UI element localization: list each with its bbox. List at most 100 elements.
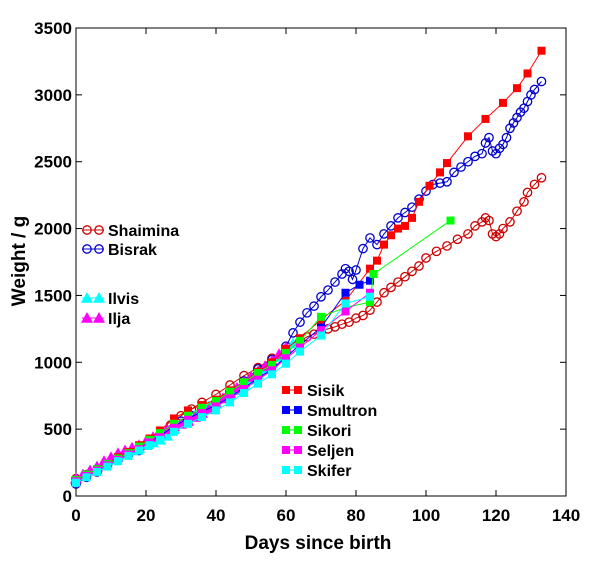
data-point-sikori <box>226 387 234 396</box>
legend-item-smultron: Smultron <box>282 403 377 420</box>
data-point-sisik <box>537 46 546 55</box>
x-axis-title: Days since birth <box>245 533 392 554</box>
data-point-skifer <box>212 406 220 415</box>
legend-marker-skifer <box>282 466 290 474</box>
data-point-shaimina <box>431 246 442 257</box>
data-point-bisrak <box>351 265 361 275</box>
legend-marker-shaimina <box>94 225 104 235</box>
data-point-skifer <box>135 446 143 455</box>
data-point-sisik <box>380 240 388 249</box>
legend-marker-sikori <box>294 426 302 434</box>
legend-item-sikori: Sikori <box>282 423 351 440</box>
data-point-seljen <box>282 354 290 363</box>
data-point-seljen <box>170 423 178 432</box>
legend-label-sikori: Sikori <box>307 423 351 440</box>
data-point-sikori <box>170 419 178 428</box>
data-point-sisik <box>373 256 381 265</box>
data-point-skifer <box>296 347 304 356</box>
data-point-skifer <box>72 478 80 487</box>
legend-marker-bisrak <box>82 244 92 254</box>
data-point-sikori <box>198 403 206 412</box>
data-point-bisrak <box>456 162 466 172</box>
data-point-skifer <box>226 398 234 407</box>
data-point-bisrak <box>295 317 305 328</box>
data-point-seljen <box>296 343 304 352</box>
data-point-sikori <box>212 397 220 406</box>
legend-marker-ilja <box>93 312 105 323</box>
data-point-bisrak <box>330 277 340 287</box>
data-point-sisik <box>170 414 178 423</box>
data-point-sisik <box>387 231 395 240</box>
data-point-skifer <box>184 419 192 428</box>
data-point-bisrak <box>344 266 354 277</box>
data-point-smultron <box>341 288 350 297</box>
data-point-bisrak <box>435 178 445 188</box>
data-point-shaimina <box>400 271 410 282</box>
legend-item-bisrak: Bisrak <box>82 242 157 259</box>
data-point-bisrak <box>288 328 298 338</box>
legend-marker-sikori <box>282 426 290 434</box>
series-line-seljen <box>75 292 371 482</box>
data-point-seljen <box>317 326 325 335</box>
series-line-skifer <box>75 296 371 484</box>
y-tick-label: 500 <box>44 420 72 439</box>
data-point-bisrak <box>393 213 403 223</box>
y-tick-label: 3500 <box>34 19 72 38</box>
data-point-sikori <box>446 216 455 225</box>
data-point-seljen <box>226 394 234 403</box>
data-point-sisik <box>401 221 409 230</box>
data-point-sikori <box>317 312 325 321</box>
data-point-shaimina <box>512 206 522 217</box>
data-point-shaimina <box>393 277 403 287</box>
legend-marker-smultron <box>294 406 302 414</box>
data-point-sikori <box>254 368 262 377</box>
data-point-shaimina <box>470 221 480 231</box>
data-point-bisrak <box>347 274 358 285</box>
data-point-shaimina <box>529 179 540 190</box>
data-point-sisik <box>436 168 444 177</box>
y-axis-title: Weight / g <box>9 216 30 306</box>
data-point-skifer <box>254 379 262 388</box>
x-tick-label: 40 <box>207 506 226 525</box>
legend-label-ilvis: Ilvis <box>108 291 139 308</box>
data-point-shaimina <box>379 287 389 298</box>
data-point-seljen <box>240 385 248 394</box>
data-point-shaimina <box>536 172 547 183</box>
data-point-bisrak <box>365 233 375 243</box>
data-point-shaimina <box>414 261 424 271</box>
data-point-sikori <box>366 298 374 307</box>
legend-marker-ilja <box>81 312 93 323</box>
data-point-seljen <box>184 415 192 424</box>
y-tick-label: 2500 <box>34 153 72 172</box>
legend-item-ilvis: Ilvis <box>81 291 139 308</box>
data-point-skifer <box>145 441 154 450</box>
data-point-bisrak <box>463 156 473 167</box>
data-series <box>70 46 547 489</box>
data-point-shaimina <box>407 266 417 277</box>
data-point-shaimina <box>442 241 452 251</box>
data-point-sisik <box>366 264 374 273</box>
legend: Shaimina Bisrak Ilvis Ilja Sisik Smultron Siko… <box>81 223 377 480</box>
data-point-shaimina <box>484 215 494 226</box>
data-point-smultron <box>366 276 374 285</box>
data-point-shaimina <box>505 217 515 227</box>
legend-label-sisik: Sisik <box>307 383 344 400</box>
data-point-shaimina <box>452 234 463 245</box>
data-point-sisik <box>415 197 423 206</box>
data-point-bisrak <box>309 301 319 311</box>
x-tick-label: 140 <box>552 506 580 525</box>
data-point-sisik <box>282 344 290 353</box>
data-point-sikori <box>240 378 248 387</box>
data-point-seljen <box>366 288 374 297</box>
data-point-skifer <box>366 292 374 301</box>
data-point-skifer <box>341 299 350 308</box>
legend-label-ilja: Ilja <box>108 311 130 328</box>
legend-item-shaimina: Shaimina <box>82 223 179 240</box>
data-point-sisik <box>499 98 507 107</box>
data-point-sisik <box>523 69 532 78</box>
data-point-sisik <box>464 132 472 141</box>
data-point-bisrak <box>400 207 410 218</box>
data-point-shaimina <box>386 282 396 293</box>
data-point-sisik <box>481 114 490 123</box>
